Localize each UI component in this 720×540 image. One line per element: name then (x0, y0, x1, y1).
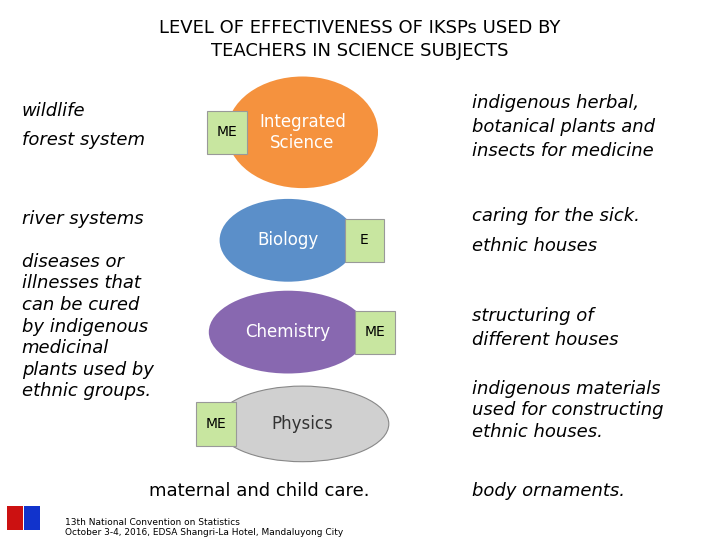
FancyBboxPatch shape (344, 219, 384, 262)
Text: maternal and child care.: maternal and child care. (149, 482, 369, 501)
FancyBboxPatch shape (7, 506, 23, 530)
Text: Physics: Physics (271, 415, 333, 433)
Text: indigenous herbal,: indigenous herbal, (472, 93, 639, 112)
Text: structuring of: structuring of (472, 307, 593, 325)
Text: insects for medicine: insects for medicine (472, 142, 653, 160)
Text: ethnic groups.: ethnic groups. (22, 382, 150, 401)
Text: diseases or: diseases or (22, 253, 123, 271)
Text: plants used by: plants used by (22, 361, 153, 379)
Text: indigenous materials: indigenous materials (472, 380, 660, 398)
Text: E: E (360, 233, 369, 247)
Text: caring for the sick.: caring for the sick. (472, 207, 639, 225)
FancyBboxPatch shape (356, 310, 395, 354)
Ellipse shape (227, 77, 378, 188)
Text: medicinal: medicinal (22, 339, 109, 357)
Text: illnesses that: illnesses that (22, 274, 140, 293)
Ellipse shape (220, 199, 356, 282)
Text: ME: ME (365, 325, 385, 339)
Ellipse shape (209, 291, 367, 374)
FancyBboxPatch shape (207, 111, 246, 154)
Text: ME: ME (217, 125, 237, 139)
Text: botanical plants and: botanical plants and (472, 118, 654, 136)
Text: different houses: different houses (472, 331, 618, 349)
Text: 13th National Convention on Statistics
October 3-4, 2016, EDSA Shangri-La Hotel,: 13th National Convention on Statistics O… (65, 518, 343, 537)
Text: river systems: river systems (22, 210, 143, 228)
FancyBboxPatch shape (24, 506, 40, 530)
Text: used for constructing: used for constructing (472, 401, 663, 420)
Text: Chemistry: Chemistry (246, 323, 330, 341)
Text: by indigenous: by indigenous (22, 318, 148, 336)
Text: ethnic houses.: ethnic houses. (472, 423, 603, 441)
Ellipse shape (216, 386, 389, 462)
Text: ethnic houses: ethnic houses (472, 237, 597, 255)
Text: LEVEL OF EFFECTIVENESS OF IKSPs USED BY
TEACHERS IN SCIENCE SUBJECTS: LEVEL OF EFFECTIVENESS OF IKSPs USED BY … (159, 19, 561, 60)
FancyBboxPatch shape (196, 402, 236, 446)
Text: ME: ME (206, 417, 226, 431)
Text: forest system: forest system (22, 131, 145, 150)
Text: can be cured: can be cured (22, 296, 139, 314)
Text: body ornaments.: body ornaments. (472, 482, 625, 501)
Text: Biology: Biology (257, 231, 319, 249)
Text: wildlife: wildlife (22, 102, 85, 120)
Text: Integrated
Science: Integrated Science (259, 113, 346, 152)
